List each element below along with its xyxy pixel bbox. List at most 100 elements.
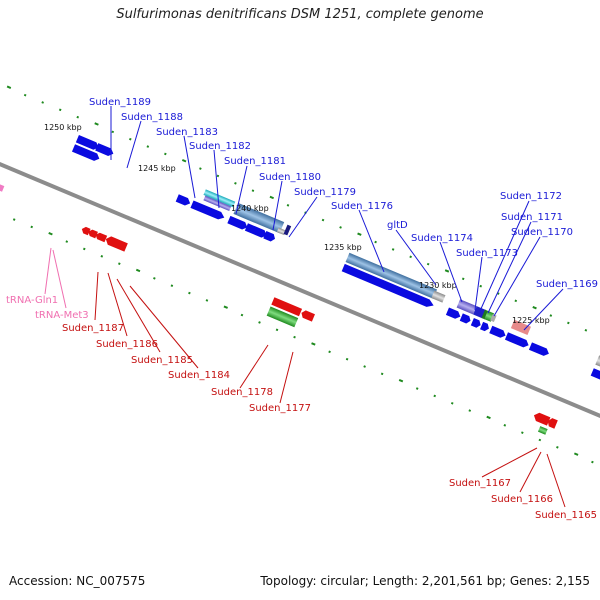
gene-suden-1169[interactable] xyxy=(510,319,531,336)
minor-tick xyxy=(205,299,209,302)
label-suden-1172[interactable]: Suden_1172 xyxy=(500,191,562,202)
label-trna-met3[interactable]: tRNA-Met3 xyxy=(35,310,89,321)
gene-suden-1178[interactable] xyxy=(271,297,303,317)
minor-tick xyxy=(65,240,69,243)
kbp-label-1245: 1245 kbp xyxy=(138,164,176,173)
label-suden-1173[interactable]: Suden_1173 xyxy=(456,248,518,259)
label-suden-1184[interactable]: Suden_1184 xyxy=(168,370,230,381)
leader-trna-met3 xyxy=(52,249,67,309)
minor-tick xyxy=(556,446,559,449)
gene-forward-g[interactable] xyxy=(459,313,472,324)
map-title: Sulfurimonas denitrificans DSM 1251, com… xyxy=(116,7,484,22)
gene-forward-h[interactable] xyxy=(470,318,482,329)
minor-tick xyxy=(584,328,588,332)
gene-trna-gln1[interactable] xyxy=(0,183,5,192)
label-suden-1166[interactable]: Suden_1166 xyxy=(491,494,553,505)
label-suden-1182[interactable]: Suden_1182 xyxy=(189,141,251,152)
gene-forward-f[interactable] xyxy=(445,307,462,321)
minor-tick xyxy=(153,277,156,280)
gene-suden-1176[interactable] xyxy=(345,252,438,299)
minor-tick xyxy=(100,254,104,258)
minor-tick xyxy=(118,262,121,265)
gene-suden-1189-b[interactable] xyxy=(71,144,101,162)
label-suden-1169[interactable]: Suden_1169 xyxy=(536,279,598,290)
gene-suden-1174[interactable] xyxy=(456,299,477,315)
label-suden-1188[interactable]: Suden_1188 xyxy=(121,112,183,123)
label-suden-1178[interactable]: Suden_1178 xyxy=(211,387,273,398)
label-suden-1176[interactable]: Suden_1176 xyxy=(331,201,393,212)
label-trna-gln1[interactable]: tRNA-Gln1 xyxy=(6,295,58,306)
gene-suden-1181[interactable] xyxy=(233,202,285,234)
forward-gene-labels: Suden_1189 Suden_1188 Suden_1183 Suden_1… xyxy=(89,97,598,290)
genome-backbone xyxy=(0,162,600,418)
label-suden-1183[interactable]: Suden_1183 xyxy=(156,127,218,138)
label-suden-1181[interactable]: Suden_1181 xyxy=(224,156,286,167)
minor-tick xyxy=(23,93,27,97)
leader-gltd xyxy=(395,229,437,286)
major-tick xyxy=(135,268,141,273)
leader-suden-1185 xyxy=(116,278,161,353)
gene-suden-1187[interactable] xyxy=(80,226,91,236)
label-suden-1171[interactable]: Suden_1171 xyxy=(501,212,563,223)
minor-tick xyxy=(415,387,419,390)
label-suden-1177[interactable]: Suden_1177 xyxy=(249,403,311,414)
major-tick xyxy=(398,378,404,383)
gene-forward-b[interactable] xyxy=(190,200,225,221)
gene-suden-1185[interactable] xyxy=(94,232,108,243)
gene-suden-1183[interactable] xyxy=(203,189,236,208)
major-tick xyxy=(311,342,316,346)
gene-suden-1188[interactable] xyxy=(95,143,115,157)
gene-edge-blue[interactable] xyxy=(590,368,600,381)
major-tick xyxy=(573,452,579,456)
minor-tick xyxy=(339,226,342,229)
minor-tick xyxy=(258,321,261,324)
leader-suden-1182 xyxy=(213,149,220,209)
gene-forward-j[interactable] xyxy=(489,325,507,340)
minor-tick xyxy=(240,313,244,317)
label-suden-1165[interactable]: Suden_1165 xyxy=(535,510,597,521)
gene-suden-1189[interactable] xyxy=(75,135,100,151)
gene-suden-1178-b[interactable] xyxy=(300,309,315,322)
gene-forward-e[interactable] xyxy=(263,230,276,243)
gene-suden-1176-end[interactable] xyxy=(431,290,446,303)
leader-suden-1184 xyxy=(129,285,199,369)
gene-suden-1172[interactable] xyxy=(481,309,489,320)
gene-suden-1179[interactable] xyxy=(283,224,292,236)
leader-suden-1177 xyxy=(279,351,294,404)
gene-forward-k[interactable] xyxy=(504,332,530,349)
label-gltd[interactable]: gltD xyxy=(387,220,408,231)
minor-tick xyxy=(58,108,62,112)
minor-tick xyxy=(549,314,553,317)
minor-tick xyxy=(433,394,437,398)
minor-tick xyxy=(409,255,412,259)
gene-forward-l[interactable] xyxy=(528,342,551,357)
label-suden-1170[interactable]: Suden_1170 xyxy=(511,227,573,238)
gene-suden-1186[interactable] xyxy=(87,228,98,239)
gene-gltd[interactable] xyxy=(341,263,435,309)
minor-tick xyxy=(461,277,465,281)
label-suden-1180[interactable]: Suden_1180 xyxy=(259,172,321,183)
minor-tick xyxy=(321,218,325,222)
gene-suden-1166[interactable] xyxy=(546,417,558,429)
gene-suden-1165[interactable] xyxy=(537,426,548,435)
label-suden-1185[interactable]: Suden_1185 xyxy=(131,355,193,366)
minor-tick xyxy=(188,291,191,295)
label-suden-1179[interactable]: Suden_1179 xyxy=(294,187,356,198)
gene-suden-1170[interactable] xyxy=(490,314,497,323)
gene-suden-1182[interactable] xyxy=(203,195,232,212)
label-suden-1189[interactable]: Suden_1189 xyxy=(89,97,151,108)
gene-suden-1180[interactable] xyxy=(276,227,287,236)
kbp-label-1225: 1225 kbp xyxy=(512,316,550,325)
gene-suden-1184[interactable] xyxy=(104,235,128,252)
gene-forward-d[interactable] xyxy=(244,223,268,239)
label-suden-1167[interactable]: Suden_1167 xyxy=(449,478,511,489)
gene-forward-i[interactable] xyxy=(480,321,490,332)
gene-forward-a[interactable] xyxy=(175,194,192,207)
label-suden-1186[interactable]: Suden_1186 xyxy=(96,339,158,350)
gene-edge-grey[interactable] xyxy=(595,355,600,370)
gene-suden-1177[interactable] xyxy=(266,306,299,328)
gene-suden-1167[interactable] xyxy=(532,411,551,426)
label-suden-1174[interactable]: Suden_1174 xyxy=(411,233,473,244)
label-suden-1187[interactable]: Suden_1187 xyxy=(62,323,124,334)
gene-forward-c[interactable] xyxy=(227,215,249,231)
